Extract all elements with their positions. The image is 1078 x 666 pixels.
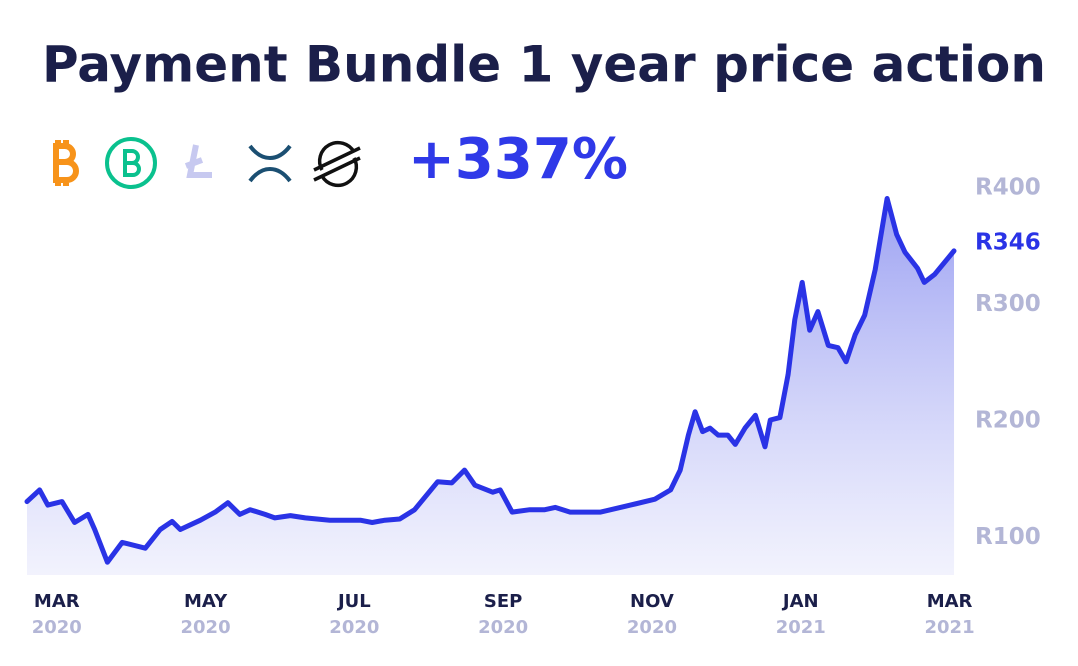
x-tick-year: 2021 xyxy=(776,617,826,638)
y-tick-label: R200 xyxy=(975,408,1041,434)
y-tick-label: R300 xyxy=(975,291,1041,317)
xrp-icon xyxy=(248,144,292,183)
change-label: +337% xyxy=(408,127,628,192)
area xyxy=(27,198,955,575)
bitcoin-cash-icon xyxy=(105,137,157,189)
x-tick-year: 2020 xyxy=(32,617,82,638)
x-tick-year: 2020 xyxy=(181,617,231,638)
line xyxy=(24,196,957,565)
x-tick-label: MAY xyxy=(184,591,228,612)
litecoin-icon xyxy=(184,144,212,178)
x-tick-label: SEP xyxy=(484,591,522,612)
x-tick-year: 2020 xyxy=(478,617,528,638)
bitcoin-icon xyxy=(53,140,79,186)
stellar-icon xyxy=(313,140,361,188)
x-tick-year: 2020 xyxy=(627,617,677,638)
x-tick-label: MAR xyxy=(34,591,80,612)
x-tick-year: 2020 xyxy=(329,617,379,638)
x-tick-label: MAR xyxy=(927,591,973,612)
chart-title: Payment Bundle 1 year price action xyxy=(42,36,1046,94)
x-tick-label: NOV xyxy=(630,591,674,612)
x-tick-label: JAN xyxy=(781,591,819,612)
y-tick-label: R400 xyxy=(975,175,1041,201)
coin-icons xyxy=(53,137,361,189)
current-value-label: R346 xyxy=(975,229,1041,255)
y-tick-label: R100 xyxy=(975,524,1041,550)
x-tick-label: JUL xyxy=(336,591,371,612)
x-tick-year: 2021 xyxy=(925,617,975,638)
